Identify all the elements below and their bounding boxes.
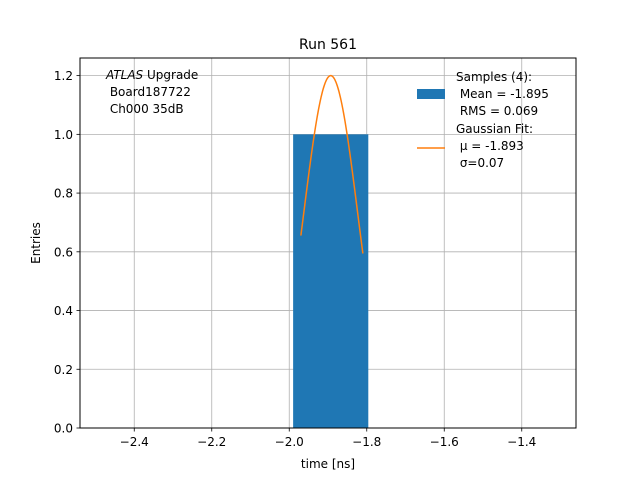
legend: Samples (4): Mean = -1.895 RMS = 0.069 Ga…	[417, 70, 549, 170]
legend-text: Samples (4):	[456, 70, 532, 84]
y-tick-label: 1.2	[54, 69, 73, 83]
legend-text: Gaussian Fit:	[456, 122, 533, 136]
annotation-text: Board187722	[106, 85, 191, 99]
x-axis-label: time [ns]	[301, 457, 355, 471]
y-tick-label: 0.8	[54, 187, 73, 201]
legend-text: RMS = 0.069	[456, 104, 538, 118]
x-tick-label: −2.2	[197, 435, 226, 449]
x-tick-label: −2.0	[275, 435, 304, 449]
gaussian-fit-curve	[300, 74, 364, 254]
histogram-bars	[293, 134, 369, 428]
y-tick-label: 0.0	[54, 422, 73, 436]
x-tick-label: −2.4	[120, 435, 149, 449]
annotation-line: Ch000 35dB	[106, 102, 184, 116]
x-tick-label: −1.8	[352, 435, 381, 449]
axis-ticks: −2.4 −2.2 −2.0 −1.8 −1.6 −1.4 0.0 0.2 0.4 0.6 0.8 1…	[54, 69, 536, 449]
legend-text: μ = -1.893	[456, 139, 524, 153]
atlas-label: ATLAS	[105, 68, 144, 82]
legend-text: Mean = -1.895	[456, 87, 549, 101]
legend-bar-swatch	[417, 89, 445, 99]
gaussian-fit	[300, 74, 364, 254]
axes-frame	[79, 57, 577, 429]
x-tick-label: −1.4	[507, 435, 536, 449]
x-tick-label: −1.6	[430, 435, 459, 449]
annotation-line: Board187722	[106, 85, 191, 99]
y-tick-label: 0.4	[54, 304, 73, 318]
chart-title: Run 561	[299, 37, 357, 53]
histogram-bar	[293, 134, 369, 428]
y-tick-label: 0.2	[54, 363, 73, 377]
atlas-annotation: ATLAS Upgrade Board187722 Ch000 35dB	[105, 68, 198, 116]
annotation-text: Ch000 35dB	[106, 102, 184, 116]
y-axis-label: Entries	[29, 222, 43, 264]
y-tick-label: 1.0	[54, 128, 73, 142]
legend-text: σ=0.07	[456, 156, 504, 170]
annotation-text: Upgrade	[143, 68, 198, 82]
annotation-line: ATLAS Upgrade	[105, 68, 198, 82]
y-tick-label: 0.6	[54, 245, 73, 259]
